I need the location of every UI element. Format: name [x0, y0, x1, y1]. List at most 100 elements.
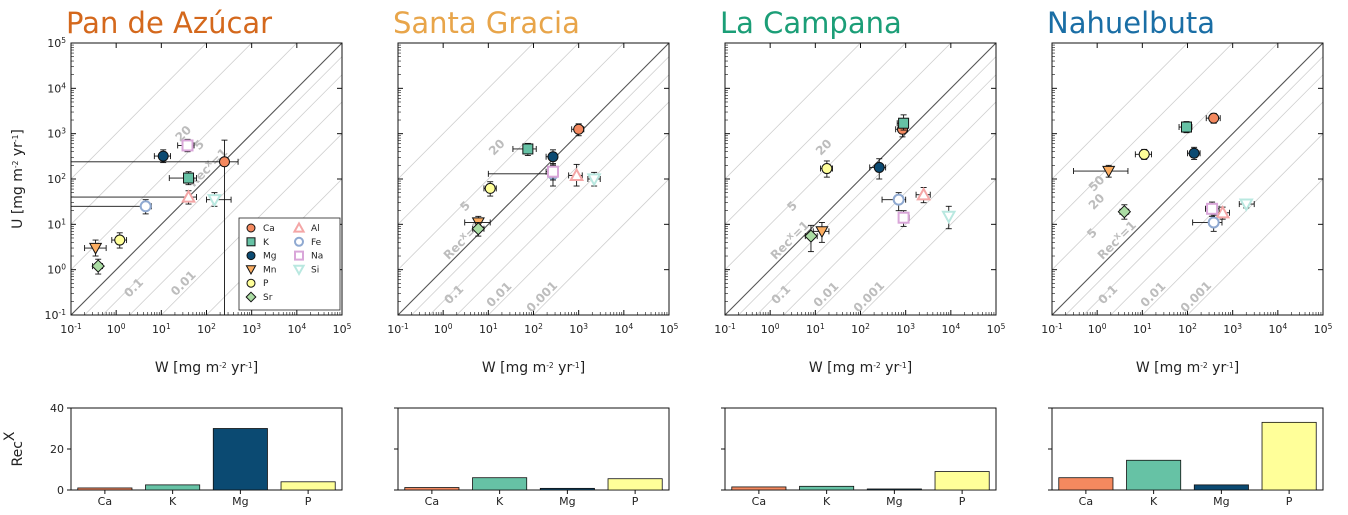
x-tick-label: 103	[242, 322, 261, 337]
point-Sr	[1117, 204, 1132, 220]
legend-box	[238, 217, 341, 311]
marker-Al	[181, 189, 196, 203]
marker-Si	[207, 194, 222, 208]
data-points	[1073, 112, 1255, 232]
reference-line	[1110, 101, 1323, 315]
bar-Mg	[1193, 484, 1249, 491]
point-K	[896, 114, 910, 131]
reference-line	[71, 43, 342, 315]
reference-line	[129, 101, 342, 315]
point-K	[512, 142, 537, 156]
point-K	[1178, 121, 1193, 134]
reference-line	[1083, 74, 1323, 315]
marker-Si	[586, 173, 602, 187]
y-tick-label: 100	[47, 262, 66, 277]
bar-P	[1261, 421, 1317, 491]
reference-line	[783, 101, 996, 315]
bar-Ca	[77, 487, 133, 491]
y-tick-label: 10-1	[45, 308, 67, 323]
x-axis-label: W [mg m-2 yr-1]	[1136, 360, 1239, 376]
point-Fe	[881, 192, 907, 212]
bar-y-tick-label: 40	[50, 402, 64, 415]
marker-Sr	[91, 259, 105, 273]
data-points	[464, 123, 602, 237]
point-Al	[70, 189, 197, 205]
legend-label: Mn	[263, 265, 276, 275]
x-tick-label: 100	[107, 322, 126, 337]
point-Si	[586, 171, 602, 187]
reference-line	[160, 133, 342, 315]
bar-Mg	[539, 487, 595, 491]
reference-line	[1064, 56, 1323, 315]
reference-line	[725, 43, 862, 180]
marker-Mg	[547, 151, 559, 163]
reference-line	[814, 133, 996, 315]
x-tick-label: 102	[197, 322, 216, 337]
reference-line-label: 0.001	[524, 278, 561, 315]
point-Na	[177, 138, 195, 153]
bar-category-label: K	[1150, 495, 1158, 508]
data-points	[70, 138, 239, 316]
marker-Na	[1206, 202, 1219, 215]
point-P	[111, 232, 128, 249]
x-tick-label: 105	[333, 322, 352, 337]
reference-lines	[1052, 43, 1323, 315]
x-tick-label: 102	[1178, 322, 1197, 337]
legend-label: Mg	[263, 252, 276, 262]
legend-marker-Al	[292, 221, 306, 233]
marker-Na	[181, 139, 194, 152]
x-tick-label: 101	[1133, 322, 1152, 337]
x-tick-label: 10-1	[387, 322, 409, 337]
bar-category-label: Mg	[232, 495, 248, 508]
point-Si	[941, 205, 957, 230]
point-Sr	[91, 258, 105, 275]
point-Si	[1238, 198, 1255, 212]
reference-line	[456, 101, 669, 315]
reference-lines	[71, 43, 342, 315]
bar-category-label: P	[305, 495, 312, 508]
reference-line	[859, 178, 996, 315]
bar-category-label: Ca	[752, 495, 766, 508]
point-Mn	[1073, 164, 1129, 178]
reference-line	[1052, 43, 1279, 270]
marker-Ca	[573, 123, 585, 135]
bar-category-label: K	[823, 495, 831, 508]
point-Na	[897, 210, 910, 227]
x-tick-label: 103	[896, 322, 915, 337]
reference-line	[429, 74, 669, 315]
bar-y-tick-label: 20	[50, 443, 64, 456]
reference-line-label: 0.1	[441, 282, 466, 307]
legend-marker-Mn	[245, 265, 257, 276]
marker-Mn	[1102, 165, 1116, 178]
x-tick-label: 10-1	[60, 322, 82, 337]
reference-line-label: 20	[1086, 191, 1108, 213]
point-Sr	[804, 224, 818, 253]
marker-Fe	[1207, 216, 1220, 229]
reference-line	[410, 56, 669, 315]
marker-K	[183, 172, 195, 184]
marker-Al	[1215, 204, 1231, 219]
point-Fe	[70, 199, 152, 215]
x-axis-label: W [mg m-2 yr-1]	[155, 360, 258, 376]
bar-category-label: P	[632, 495, 639, 508]
bar-category-label: K	[496, 495, 504, 508]
reference-line-label: RecX=1	[1094, 218, 1139, 263]
legend-marker-P	[246, 278, 256, 288]
reference-line-label: 20	[813, 136, 835, 158]
bar-Mg	[866, 488, 922, 491]
bar-P	[607, 478, 663, 491]
marker-P	[821, 163, 833, 175]
point-Ca	[571, 123, 585, 137]
marker-P	[1138, 148, 1150, 160]
bar-K	[1126, 459, 1182, 491]
reference-line	[725, 43, 996, 315]
reference-line	[1052, 43, 1323, 315]
point-Mn	[812, 222, 830, 243]
point-P	[1134, 148, 1153, 160]
marker-Fe	[892, 193, 905, 206]
legend-marker-Na	[294, 250, 304, 261]
point-Mg	[545, 149, 559, 166]
